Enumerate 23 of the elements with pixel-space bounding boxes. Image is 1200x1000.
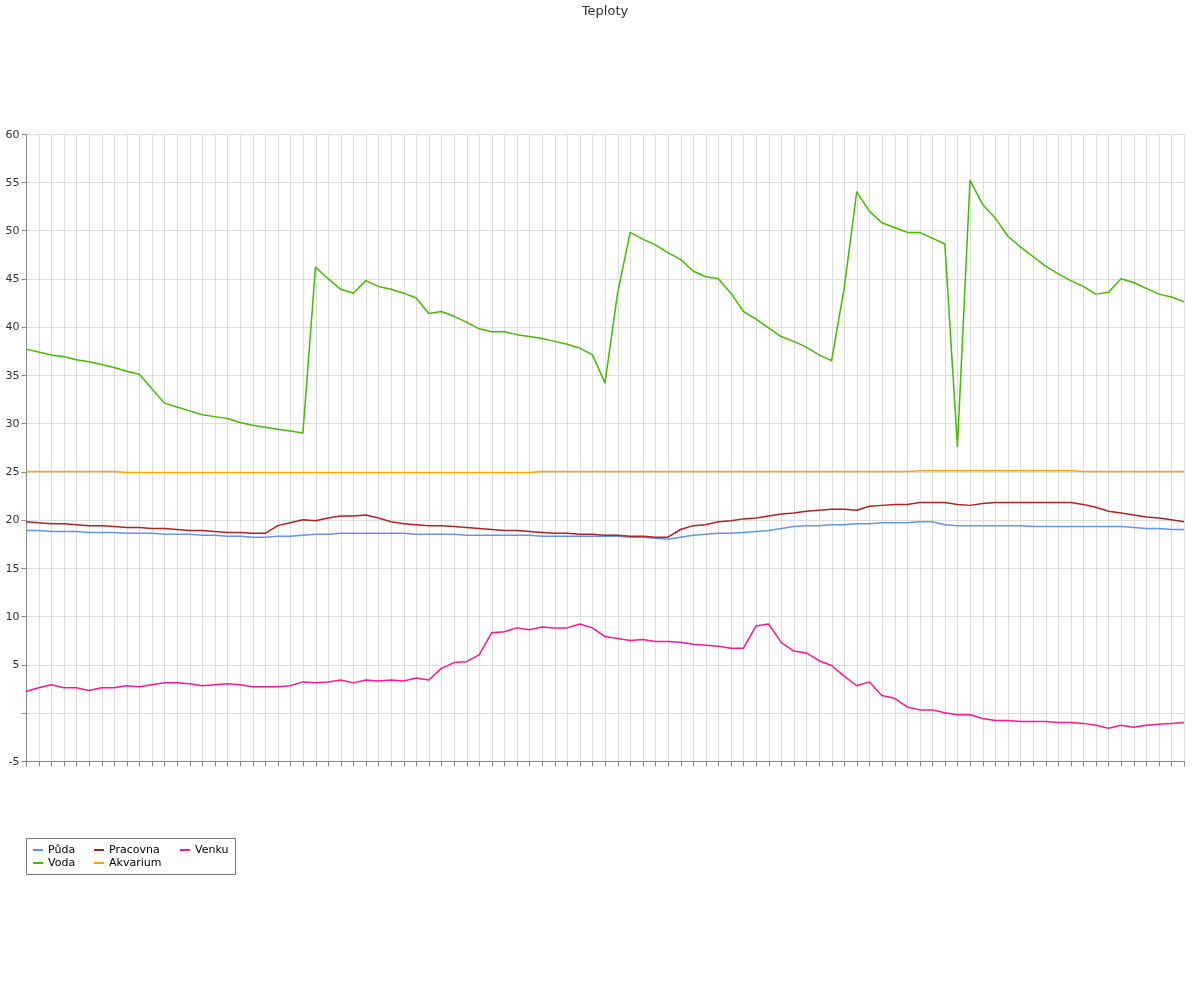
y-tick-label: 50: [5, 223, 20, 237]
y-tick-label: 30: [5, 416, 20, 430]
line-series: [25, 521, 1185, 540]
legend-label: Venku: [195, 843, 229, 856]
y-tick-label: 5: [12, 658, 20, 672]
y-tick-label: 40: [5, 320, 20, 334]
line-series: [25, 501, 1185, 538]
y-tick-label: 15: [5, 561, 20, 575]
y-tick-label: -5: [8, 754, 20, 768]
y-tick-label: 55: [5, 175, 20, 189]
y-tick-label: 45: [5, 272, 20, 286]
line-series: [25, 623, 1185, 729]
legend-label: Voda: [48, 856, 76, 869]
y-tick-label: 10: [5, 609, 20, 623]
legend-label: Pracovna: [109, 843, 160, 856]
y-tick-label: 25: [5, 465, 20, 479]
line-series: [25, 179, 1185, 448]
legend-label: Půda: [48, 843, 76, 856]
y-tick-label: 60: [5, 127, 20, 141]
chart-title: Teploty: [580, 3, 629, 18]
y-tick-label: 35: [5, 368, 20, 382]
legend-label: Akvarium: [109, 856, 162, 869]
y-tick-label: 20: [5, 513, 20, 527]
